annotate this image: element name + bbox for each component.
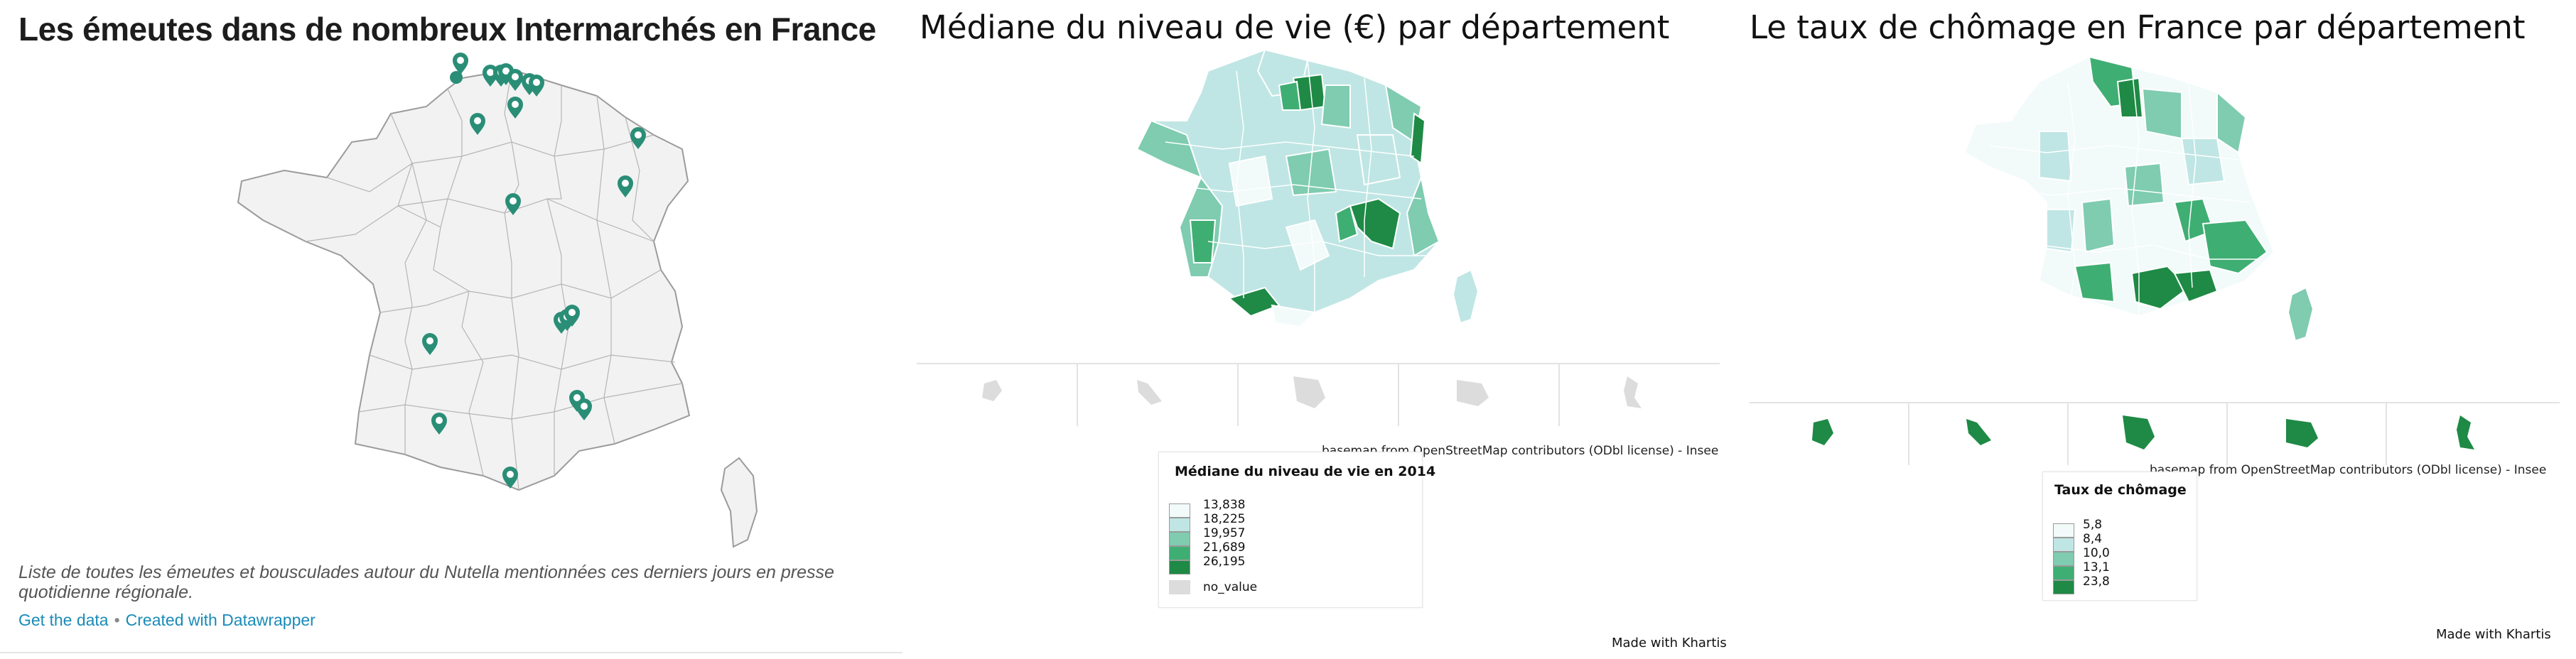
legend-label: 5,8: [2083, 518, 2103, 532]
legend-label: 13,1: [2083, 560, 2110, 574]
france-riots-map: [237, 68, 758, 548]
france-outline: [237, 68, 758, 548]
riot-pins: [422, 53, 646, 489]
department-borders: [305, 69, 683, 491]
legend-label: 18,225: [1203, 512, 1246, 526]
overseas-territories-strip: [1750, 402, 2560, 465]
footer-links: Get the data • Created with Datawrapper: [18, 611, 316, 630]
no-value-label: no_value: [1203, 580, 1258, 594]
legend-swatch: [2053, 538, 2074, 552]
marker-icon: [630, 127, 646, 149]
income-legend-title: Médiane du niveau de vie en 2014: [1175, 464, 1436, 479]
marker-icon: [576, 398, 592, 420]
legend-label: 8,4: [2083, 532, 2103, 546]
legend-swatch: [1169, 503, 1190, 518]
legend-label: 10,0: [2083, 546, 2110, 560]
unemployment-map-title: Le taux de chômage en France par départe…: [1750, 9, 2526, 46]
divider: [0, 652, 902, 653]
legend-swatch: [2053, 566, 2074, 580]
unemployment-legend: Taux de chômage 5,8 8,4 10,0 13,1 23,8: [2042, 472, 2197, 601]
map-description: Liste de toutes les émeutes et bousculad…: [18, 562, 834, 602]
legend-swatch: [1169, 560, 1190, 574]
income-choropleth-map: [1136, 48, 1480, 328]
marker-icon: [507, 69, 523, 91]
get-data-link[interactable]: Get the data: [18, 611, 109, 629]
legend-swatch: [1169, 546, 1190, 560]
riot-markers: [450, 71, 463, 84]
unemployment-map-panel: Le taux de chômage en France par départe…: [1734, 0, 2576, 659]
income-map-title: Médiane du niveau de vie (€) par départe…: [920, 9, 1670, 46]
marker-icon: [505, 193, 521, 215]
marker-icon: [422, 333, 438, 355]
unemployment-choropleth-map: [1963, 55, 2314, 342]
legend-swatch: [2053, 523, 2074, 538]
marker-icon: [431, 413, 447, 435]
marker-icon: [450, 71, 463, 84]
riots-map-panel: Les émeutes dans de nombreux Intermarché…: [0, 0, 902, 659]
legend-swatch: [1169, 532, 1190, 546]
legend-swatch: [2053, 552, 2074, 566]
legend-label: 21,689: [1203, 540, 1246, 555]
legend-label: 13,838: [1203, 498, 1246, 512]
marker-icon: [470, 113, 485, 135]
legend-swatch: [1169, 518, 1190, 532]
marker-icon: [618, 175, 633, 197]
marker-icon: [529, 75, 544, 97]
unemployment-map-source: basemap from OpenStreetMap contributors …: [2150, 463, 2547, 477]
income-map-panel: Médiane du niveau de vie (€) par départe…: [902, 0, 1734, 659]
page-title: Les émeutes dans de nombreux Intermarché…: [18, 11, 876, 48]
link-separator: •: [114, 611, 120, 629]
legend-label: 19,957: [1203, 526, 1246, 540]
marker-icon: [502, 467, 518, 489]
khartis-credit: Made with Khartis: [2436, 627, 2551, 642]
marker-icon: [507, 97, 523, 119]
legend-label: 26,195: [1203, 555, 1246, 569]
unemployment-legend-title: Taux de chômage: [2054, 482, 2187, 498]
income-legend: Médiane du niveau de vie en 2014 13,838 …: [1158, 452, 1435, 608]
marker-icon: [453, 53, 468, 75]
legend-swatch: [2053, 580, 2074, 594]
khartis-credit: Made with Khartis: [1612, 636, 1727, 650]
overseas-territories-strip: [917, 363, 1720, 426]
datawrapper-credit-link[interactable]: Created with Datawrapper: [125, 611, 316, 629]
legend-label: 23,8: [2083, 574, 2110, 589]
no-value-swatch: [1169, 580, 1190, 594]
